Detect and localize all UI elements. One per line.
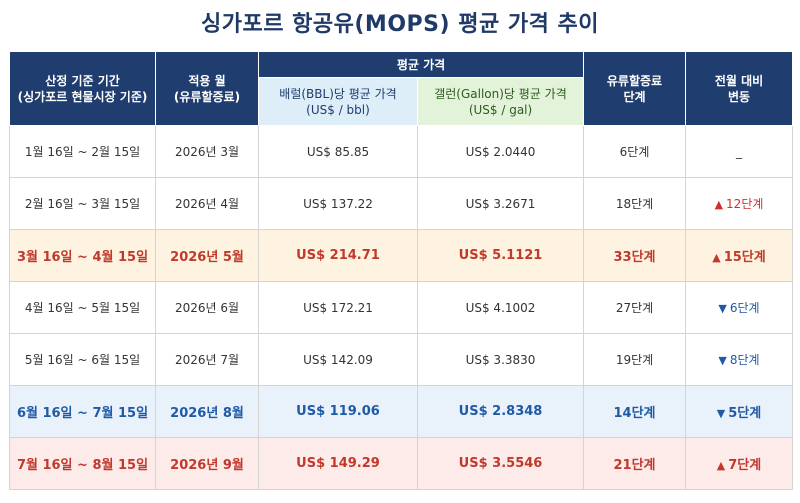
change-text: 5단계 xyxy=(728,406,762,421)
cell-gal-price: US$ 4.1002 xyxy=(417,281,584,334)
cell-bbl-price: US$ 172.21 xyxy=(258,281,418,334)
cell-change: _ xyxy=(685,125,793,178)
cell-bbl-price: US$ 137.22 xyxy=(258,177,418,230)
cell-surcharge-level: 21단계 xyxy=(583,437,686,490)
change-text: 7단계 xyxy=(728,458,762,473)
cell-bbl-price: US$ 85.85 xyxy=(258,125,418,178)
triangle-down-icon: ▼ xyxy=(718,354,727,367)
table-body: 1월 16일 ~ 2월 15일 2026년 3월 US$ 85.85 US$ 2.04… xyxy=(9,125,793,490)
page-title: 싱가포르 항공유(MOPS) 평균 가격 추이 xyxy=(201,12,599,37)
triangle-down-icon: ▼ xyxy=(716,407,726,420)
change-text: 12단계 xyxy=(726,197,764,211)
cell-period: 2월 16일 ~ 3월 15일 xyxy=(9,177,156,230)
table-row: 7월 16일 ~ 8월 15일 2026년 9월 US$ 149.29 US$ 3.5… xyxy=(9,437,793,490)
cell-surcharge-level: 33단계 xyxy=(583,229,686,282)
table-row: 2월 16일 ~ 3월 15일 2026년 4월 US$ 137.22 US$ 3.2… xyxy=(9,177,793,230)
cell-surcharge-level: 27단계 xyxy=(583,281,686,334)
table-row: 3월 16일 ~ 4월 15일 2026년 5월 US$ 214.71 US$ 5.1… xyxy=(9,229,793,282)
cell-change: ▼ 6단계 xyxy=(685,281,793,334)
cell-bbl-price: US$ 149.29 xyxy=(258,437,418,490)
cell-bbl-price: US$ 119.06 xyxy=(258,385,418,438)
cell-gal-price: US$ 2.0440 xyxy=(417,125,584,178)
cell-applied-month: 2026년 9월 xyxy=(155,437,259,490)
change-text: _ xyxy=(736,144,742,159)
cell-bbl-price: US$ 214.71 xyxy=(258,229,418,282)
change-text: 15단계 xyxy=(723,250,766,265)
cell-period: 6월 16일 ~ 7월 15일 xyxy=(9,385,156,438)
triangle-down-icon: ▼ xyxy=(718,302,727,315)
cell-surcharge-level: 14단계 xyxy=(583,385,686,438)
cell-applied-month: 2026년 4월 xyxy=(155,177,259,230)
cell-gal-price: US$ 3.2671 xyxy=(417,177,584,230)
price-table: 산정 기준 기간 (싱가포르 현물시장 기준) 적용 월 (유류할증료) 평균 가격… xyxy=(9,51,793,490)
cell-gal-price: US$ 3.5546 xyxy=(417,437,584,490)
cell-period: 5월 16일 ~ 6월 15일 xyxy=(9,333,156,386)
header-applied-month: 적용 월 (유류할증료) xyxy=(155,51,259,126)
cell-change: ▼ 8단계 xyxy=(685,333,793,386)
cell-change: ▲ 7단계 xyxy=(685,437,793,490)
cell-gal-price: US$ 5.1121 xyxy=(417,229,584,282)
header-gal: 갤런(Gallon)당 평균 가격 (US$ / gal) xyxy=(417,77,584,126)
table-row: 6월 16일 ~ 7월 15일 2026년 8월 US$ 119.06 US$ 2.8… xyxy=(9,385,793,438)
triangle-up-icon: ▲ xyxy=(714,198,724,211)
table-row: 1월 16일 ~ 2월 15일 2026년 3월 US$ 85.85 US$ 2.04… xyxy=(9,125,793,178)
table-row: 4월 16일 ~ 5월 15일 2026년 6월 US$ 172.21 US$ 4.1… xyxy=(9,281,793,334)
cell-period: 4월 16일 ~ 5월 15일 xyxy=(9,281,156,334)
triangle-up-icon: ▲ xyxy=(716,459,726,472)
table-row: 5월 16일 ~ 6월 15일 2026년 7월 US$ 142.09 US$ 3.3… xyxy=(9,333,793,386)
header-bbl: 배럴(BBL)당 평균 가격 (US$ / bbl) xyxy=(258,77,418,126)
cell-applied-month: 2026년 6월 xyxy=(155,281,259,334)
cell-change: ▲ 15단계 xyxy=(685,229,793,282)
cell-bbl-price: US$ 142.09 xyxy=(258,333,418,386)
triangle-up-icon: ▲ xyxy=(712,251,721,264)
cell-change: ▼ 5단계 xyxy=(685,385,793,438)
header-period: 산정 기준 기간 (싱가포르 현물시장 기준) xyxy=(9,51,156,126)
change-text: 8단계 xyxy=(729,353,760,367)
cell-period: 3월 16일 ~ 4월 15일 xyxy=(9,229,156,282)
header-change: 전월 대비 변동 xyxy=(685,51,793,126)
cell-change: ▲ 12단계 xyxy=(685,177,793,230)
cell-surcharge-level: 18단계 xyxy=(583,177,686,230)
cell-applied-month: 2026년 8월 xyxy=(155,385,259,438)
header-avg-price: 평균 가격 xyxy=(258,51,584,78)
cell-applied-month: 2026년 5월 xyxy=(155,229,259,282)
cell-period: 7월 16일 ~ 8월 15일 xyxy=(9,437,156,490)
cell-period: 1월 16일 ~ 2월 15일 xyxy=(9,125,156,178)
cell-surcharge-level: 6단계 xyxy=(583,125,686,178)
cell-gal-price: US$ 2.8348 xyxy=(417,385,584,438)
cell-surcharge-level: 19단계 xyxy=(583,333,686,386)
header-surcharge-level: 유류할증료 단계 xyxy=(583,51,686,126)
cell-applied-month: 2026년 7월 xyxy=(155,333,259,386)
cell-applied-month: 2026년 3월 xyxy=(155,125,259,178)
change-text: 6단계 xyxy=(729,301,760,315)
cell-gal-price: US$ 3.3830 xyxy=(417,333,584,386)
